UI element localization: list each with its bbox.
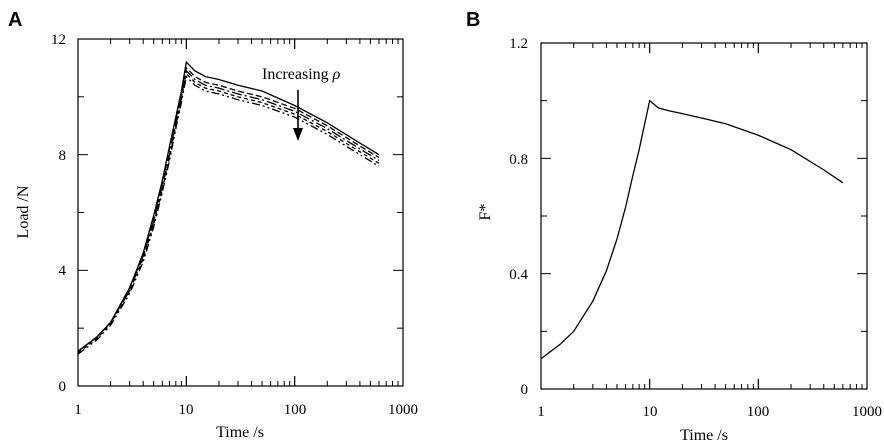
series-line-4 [78,74,379,353]
annotation-text: Increasing ρ [262,66,341,83]
panel-label: A [8,9,22,31]
plot-frame [541,43,867,389]
x-axis-title: Time /s [216,424,264,441]
y-axis-title: Load /N [15,185,32,238]
y-tick-label: 0.8 [509,152,528,168]
x-tick-label: 10 [643,404,658,420]
x-tick-label: 10 [179,402,194,418]
y-tick-label: 1.2 [509,36,528,52]
series-line-3 [78,71,379,351]
panel-b: B 1 10 100 1000 0 0.4 0.8 1.2 Time /s F* [466,9,882,444]
x-tick-label: 1 [74,402,82,418]
y-tick-label: 0 [521,382,529,398]
series-group [78,62,379,354]
panel-label: B [466,9,480,31]
y-tick-label: 0.4 [509,267,528,283]
y-tick-label: 12 [51,32,66,48]
ticks [541,43,867,389]
annotation-symbol: ρ [332,66,341,83]
y-tick-label: 8 [59,148,67,164]
series-line-1 [78,62,379,351]
y-tick-label: 0 [59,379,67,395]
panel-a: A 1 10 100 1000 0 4 8 12 Time /s Load /N… [8,9,418,441]
series-line-5 [78,77,379,355]
x-tick-label: 1000 [852,404,882,420]
y-axis-title: F* [477,204,494,221]
tick-labels: 1 10 100 1000 0 0.4 0.8 1.2 [509,36,882,420]
x-tick-label: 100 [747,404,770,420]
series-line-2 [78,68,379,351]
x-tick-label: 100 [284,402,307,418]
x-axis-title: Time /s [680,427,728,444]
annotation-label: Increasing [262,66,333,83]
y-tick-label: 4 [59,263,67,279]
x-tick-label: 1 [537,404,545,420]
series-group [541,101,843,359]
series-line-1 [541,101,843,359]
x-tick-label: 1000 [388,402,418,418]
